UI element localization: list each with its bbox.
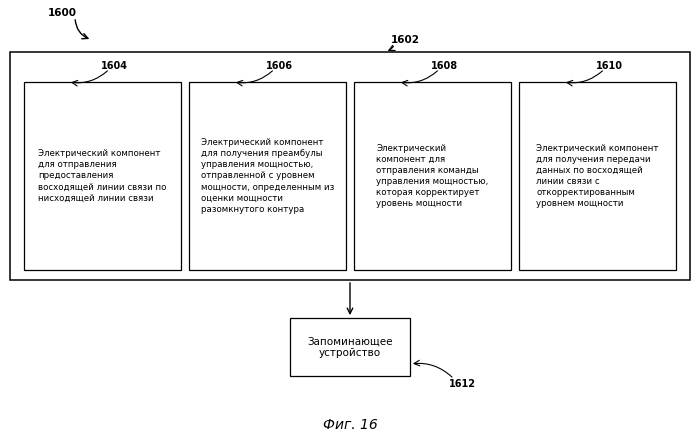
Text: 1606: 1606 bbox=[266, 61, 293, 71]
Text: 1610: 1610 bbox=[596, 61, 623, 71]
Text: 1608: 1608 bbox=[431, 61, 458, 71]
Text: Электрический компонент
для отправления
предоставления
восходящей линии связи по: Электрический компонент для отправления … bbox=[38, 149, 167, 203]
Text: 1600: 1600 bbox=[48, 8, 76, 18]
Text: 1604: 1604 bbox=[101, 61, 128, 71]
Text: Электрический компонент
для получения передачи
данных по восходящей
линии связи : Электрический компонент для получения пе… bbox=[536, 144, 659, 208]
Text: Электрический компонент
для получения преамбулы
управления мощностью,
отправленн: Электрический компонент для получения пр… bbox=[201, 138, 334, 214]
Text: Электрический
компонент для
отправления команды
управления мощностью,
которая ко: Электрический компонент для отправления … bbox=[377, 144, 489, 208]
Text: 1602: 1602 bbox=[391, 35, 419, 45]
Text: 1612: 1612 bbox=[449, 379, 475, 389]
Bar bbox=[354, 82, 511, 270]
Bar bbox=[290, 318, 410, 376]
Bar bbox=[519, 82, 676, 270]
Text: Фиг. 16: Фиг. 16 bbox=[323, 418, 377, 432]
Bar bbox=[24, 82, 181, 270]
Bar bbox=[189, 82, 346, 270]
Bar bbox=[10, 52, 690, 280]
Text: Запоминающее
устройство: Запоминающее устройство bbox=[307, 336, 393, 358]
